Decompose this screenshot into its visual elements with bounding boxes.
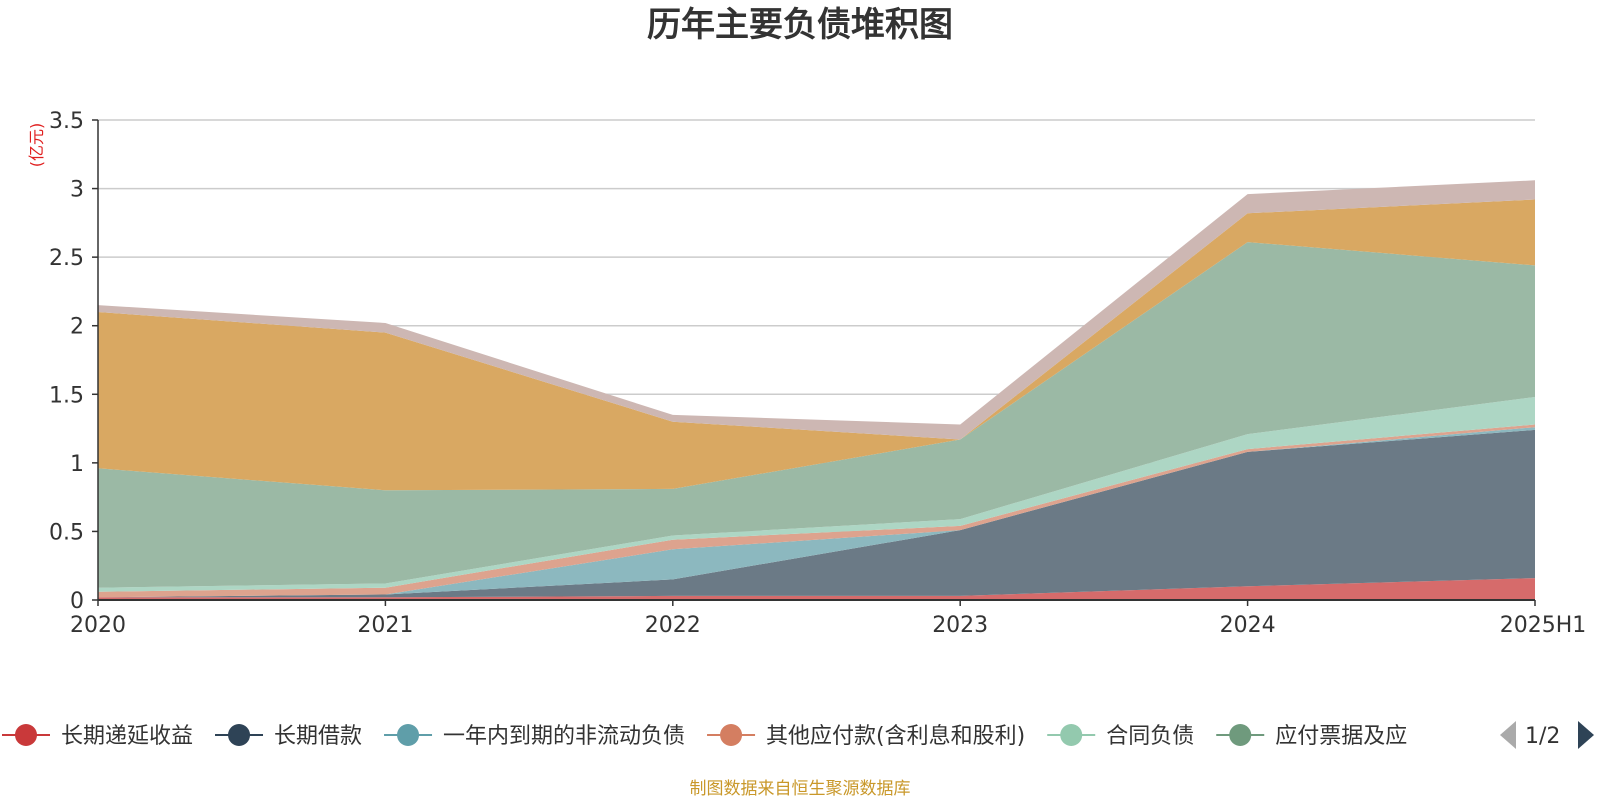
y-tick-label: 2: [70, 315, 84, 340]
legend-item[interactable]: 应付票据及应: [1216, 724, 1407, 749]
y-tick-label: 1.5: [49, 383, 84, 408]
y-tick-label: 3.5: [49, 109, 84, 134]
legend: 长期递延收益 长期借款 一年内到期的非流动负债 其他应付款(含利息和股利) 合同负债 应付…: [2, 724, 1407, 749]
legend-label: 一年内到期的非流动负债: [443, 724, 685, 749]
y-unit-label: (亿元): [27, 123, 46, 168]
legend-marker-icon: [720, 724, 743, 746]
legend-marker-icon: [15, 724, 37, 746]
legend-page-indicator: 1/2: [1525, 724, 1560, 749]
legend-next-icon[interactable]: [1578, 721, 1594, 749]
legend-marker-icon: [228, 724, 251, 746]
area-series-band: [98, 242, 1535, 588]
legend-marker-icon: [1060, 724, 1083, 746]
area-series-band: [98, 180, 1535, 440]
legend-marker-icon: [397, 724, 420, 746]
legend-label: 长期借款: [274, 724, 362, 749]
area-series: [98, 180, 1535, 600]
legend-item[interactable]: 其他应付款(含利息和股利): [707, 724, 1025, 749]
x-tick-label: 2020: [70, 613, 126, 638]
y-tick-label: 3: [70, 178, 84, 203]
area-series-band: [98, 199, 1535, 491]
axes: 0 0.5 1 1.5 2 2.5 3 3.5 2020 2021 2022 2023 2024 2025…: [49, 109, 1586, 638]
area-series-band: [98, 429, 1535, 598]
legend-item[interactable]: 长期递延收益: [2, 724, 193, 749]
legend-item[interactable]: 一年内到期的非流动负债: [384, 724, 685, 749]
chart-title: 历年主要负债堆积图: [647, 5, 953, 45]
legend-marker-icon: [1229, 724, 1252, 746]
y-tick-label: 1: [70, 452, 84, 477]
legend-item[interactable]: 合同负债: [1047, 724, 1194, 749]
legend-label: 长期递延收益: [61, 724, 193, 749]
legend-prev-icon[interactable]: [1500, 721, 1516, 749]
y-tick-label: 0: [70, 589, 84, 614]
legend-item[interactable]: 长期借款: [215, 724, 362, 749]
area-series-band: [98, 397, 1535, 592]
y-tick-label: 2.5: [49, 246, 84, 271]
x-tick-label: 2022: [645, 613, 701, 638]
legend-pager: 1/2: [1500, 721, 1594, 749]
x-tick-label: 2021: [357, 613, 413, 638]
legend-label: 其他应付款(含利息和股利): [766, 724, 1025, 749]
y-tick-label: 0.5: [49, 520, 84, 545]
source-note: 制图数据来自恒生聚源数据库: [690, 779, 911, 799]
legend-label: 合同负债: [1106, 724, 1194, 749]
x-tick-label: 2025H1: [1500, 613, 1587, 638]
x-tick-label: 2023: [932, 613, 988, 638]
legend-label: 应付票据及应: [1275, 724, 1407, 749]
area-series-band: [98, 578, 1535, 600]
x-tick-label: 2024: [1220, 613, 1276, 638]
